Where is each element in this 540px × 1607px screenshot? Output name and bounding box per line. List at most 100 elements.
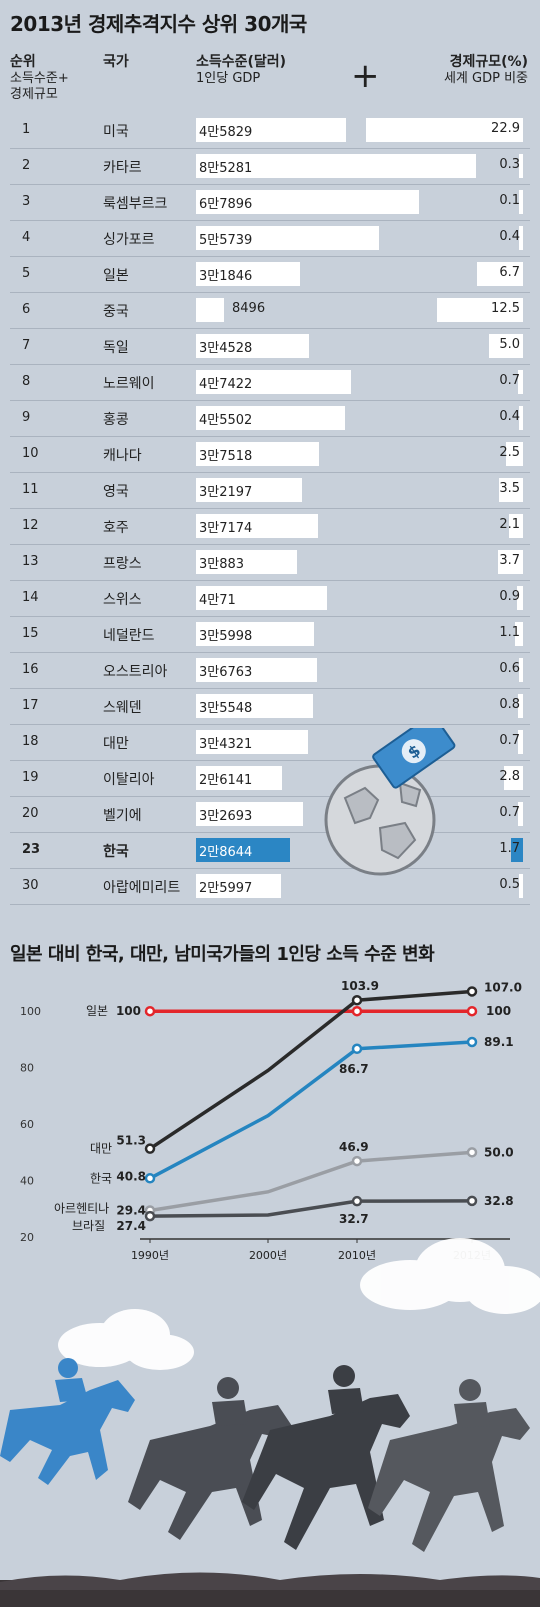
income-label: 8496 [232,301,266,316]
row-country: 카타르 [103,160,142,176]
header-share-label: 경제규모(%) [449,54,528,70]
row-divider [10,508,530,509]
row-country: 대만 [103,736,129,752]
table-row: 11 영국 3만2197 3.5 [0,472,540,508]
income-label: 3만1846 [199,269,253,284]
row-divider [10,400,530,401]
row-divider [10,580,530,581]
row-country: 오스트리아 [103,664,168,680]
row-country: 캐나다 [103,448,142,464]
income-bar [196,694,313,718]
series-line-4 [149,1199,473,1218]
income-label: 3만5548 [199,701,253,716]
income-bar [196,406,345,430]
data-point [351,1155,363,1167]
row-divider [10,868,530,869]
data-label: 32.7 [339,1212,369,1226]
row-divider [10,544,530,545]
series-name-label: 아르헨티나 [54,1201,109,1215]
y-tick-label: 40 [20,1175,34,1188]
income-label: 3만7174 [199,521,253,536]
table-row: 3 룩셈부르크 6만7896 0.1 [0,184,540,220]
row-divider [10,832,530,833]
data-label: 86.7 [339,1062,369,1076]
x-tick-label: 2000년 [249,1249,287,1262]
horse-blue-icon [0,1358,135,1485]
data-label: 46.9 [339,1140,369,1154]
row-country: 중국 [103,304,129,320]
income-bar [196,190,419,214]
table-row: 13 프랑스 3만883 3.7 [0,544,540,580]
row-divider [10,724,530,725]
share-label: 0.7 [499,805,520,820]
table-row: 19 이탈리아 2만6141 2.8 [0,760,540,796]
share-bar [477,262,523,286]
data-point [466,1147,478,1158]
row-rank: 12 [22,518,39,533]
row-country: 일본 [103,268,129,284]
income-bar [196,550,297,574]
data-point [351,1195,363,1207]
share-label: 0.4 [499,409,520,424]
row-divider [10,328,530,329]
table-row: 16 오스트리아 3만6763 0.6 [0,652,540,688]
table-row: 17 스웨덴 3만5548 0.8 [0,688,540,724]
row-country: 프랑스 [103,556,142,572]
table-row: 2 카타르 8만5281 0.3 [0,148,540,184]
share-label: 0.8 [499,697,520,712]
share-bar [519,658,523,682]
row-rank: 4 [22,230,31,245]
data-point [144,1005,156,1017]
row-country: 스웨덴 [103,700,142,716]
header-income-sub: 1인당 GDP [196,71,261,86]
table-row: 8 노르웨이 4만7422 0.7 [0,364,540,400]
row-divider [10,616,530,617]
income-label: 8만5281 [199,161,253,176]
income-label: 3만4321 [199,737,253,752]
row-country: 룩셈부르크 [103,196,168,212]
series-line-1 [149,989,473,1151]
income-bar [196,766,282,790]
row-rank: 16 [22,662,39,677]
row-rank: 15 [22,626,39,641]
row-divider [10,184,530,185]
share-bar [499,478,523,502]
share-label: 3.7 [499,553,520,568]
row-divider [10,652,530,653]
row-country: 호주 [103,520,129,536]
header-rank-sub2: 경제규모 [10,87,58,102]
cloud-icon [58,1238,540,1370]
share-bar [518,370,523,394]
row-country: 아랍에미리트 [103,880,181,896]
row-rank: 7 [22,338,31,353]
y-tick-label: 80 [20,1062,34,1075]
row-country: 싱가포르 [103,232,155,248]
series-line-2 [149,1040,473,1180]
row-rank: 10 [22,446,39,461]
income-bar [196,730,308,754]
share-bar [519,874,523,898]
globe-money-illustration: $ [324,728,456,876]
row-divider [10,364,530,365]
share-bar [504,766,523,790]
income-label: 3만7518 [199,449,253,464]
data-label: 89.1 [484,1035,514,1049]
page-title: 2013년 경제추격지수 상위 30개국 [10,12,307,36]
table-row: 18 대만 3만4321 0.7 [0,724,540,760]
share-label: 22.9 [491,121,520,136]
income-bar [196,262,300,286]
share-label: 0.5 [499,877,520,892]
share-label: 0.3 [499,157,520,172]
income-label: 4만7422 [199,377,253,392]
income-label: 3만5998 [199,629,253,644]
data-label: 29.4 [116,1203,146,1217]
share-bar [498,550,523,574]
share-bar [519,226,523,250]
income-bar [196,658,317,682]
row-rank: 23 [22,842,41,857]
header-income: 소득수준(달러) 1인당 GDP [196,54,286,87]
income-label: 2만8644 [199,845,253,860]
header-share-sub: 세계 GDP 비중 [443,71,528,86]
header-income-label: 소득수준(달러) [196,54,287,70]
share-bar [518,802,523,826]
